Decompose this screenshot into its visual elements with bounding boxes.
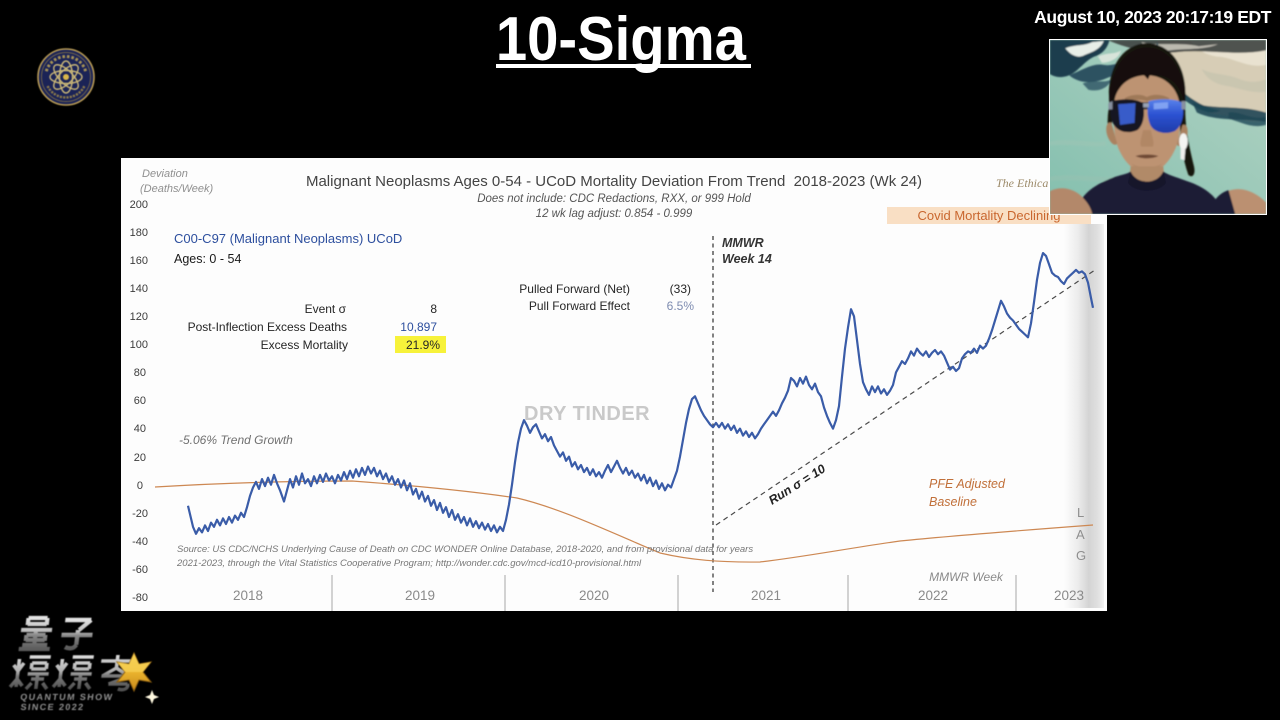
svg-text:10,897: 10,897 [400,320,437,334]
svg-text:G: G [1076,548,1086,563]
svg-text:160: 160 [130,255,148,267]
svg-text:SINCE 2022: SINCE 2022 [20,702,85,712]
svg-text:Post-Inflection Excess Deaths: Post-Inflection Excess Deaths [188,320,347,334]
svg-text:60: 60 [134,395,146,407]
svg-text:MMWR: MMWR [722,236,764,250]
svg-text:Source: US CDC/NCHS Underlying: Source: US CDC/NCHS Underlying Cause of … [177,544,753,555]
svg-text:C00-C97 (Malignant Neoplasms): C00-C97 (Malignant Neoplasms) UCoD [174,231,402,246]
svg-text:200: 200 [130,199,148,211]
svg-text:Event σ: Event σ [305,302,347,316]
svg-text:100: 100 [130,339,148,351]
svg-text:Malignant Neoplasms Ages 0-54: Malignant Neoplasms Ages 0-54 - UCoD Mor… [306,173,922,190]
svg-text:-60: -60 [132,564,148,576]
svg-text:Week 14: Week 14 [722,252,772,266]
svg-text:20: 20 [134,452,146,464]
svg-text:2021: 2021 [751,588,781,603]
svg-text:-80: -80 [132,592,148,604]
svg-text:L: L [1077,505,1084,520]
svg-text:12 wk lag adjust: 0.854 - 0.99: 12 wk lag adjust: 0.854 - 0.999 [536,208,693,220]
svg-text:2022: 2022 [918,588,948,603]
svg-text:Excess Mortality: Excess Mortality [261,338,348,352]
svg-text:80: 80 [134,367,146,379]
svg-text:DRY TINDER: DRY TINDER [524,403,650,425]
svg-text:140: 140 [130,283,148,295]
svg-text:(Deaths/Week): (Deaths/Week) [140,183,213,195]
svg-text:2023: 2023 [1054,588,1084,603]
svg-text:21.9%: 21.9% [406,338,440,352]
svg-text:MMWR Week: MMWR Week [929,570,1004,584]
svg-text:PFE Adjusted: PFE Adjusted [929,477,1006,491]
svg-text:120: 120 [130,311,148,323]
svg-text:QUANTUM SHOW: QUANTUM SHOW [20,692,114,702]
svg-text:8: 8 [430,302,437,316]
svg-text:-20: -20 [132,508,148,520]
svg-text:Baseline: Baseline [929,495,977,509]
svg-text:Covid Mortality Declining: Covid Mortality Declining [917,208,1060,223]
svg-text:Ages: 0 - 54: Ages: 0 - 54 [174,252,241,266]
svg-text:Pulled Forward (Net): Pulled Forward (Net) [519,282,630,296]
svg-text:2019: 2019 [405,588,435,603]
svg-text:A: A [1076,527,1085,542]
svg-text:2020: 2020 [579,588,609,603]
svg-text:6.5%: 6.5% [667,299,695,313]
svg-text:Does not include: CDC Redactio: Does not include: CDC Redactions, RXX, o… [477,193,751,205]
svg-text:(33): (33) [670,282,691,296]
svg-text:Deviation: Deviation [142,168,188,180]
svg-text:Pull Forward Effect: Pull Forward Effect [529,299,631,313]
svg-text:-5.06% Trend Growth: -5.06% Trend Growth [179,433,293,447]
svg-text:2018: 2018 [233,588,263,603]
svg-text:2021-2023, through the Vital S: 2021-2023, through the Vital Statistics … [176,558,642,569]
svg-text:40: 40 [134,423,146,435]
svg-text:180: 180 [130,227,148,239]
svg-text:0: 0 [137,480,143,492]
svg-text:-40: -40 [132,536,148,548]
